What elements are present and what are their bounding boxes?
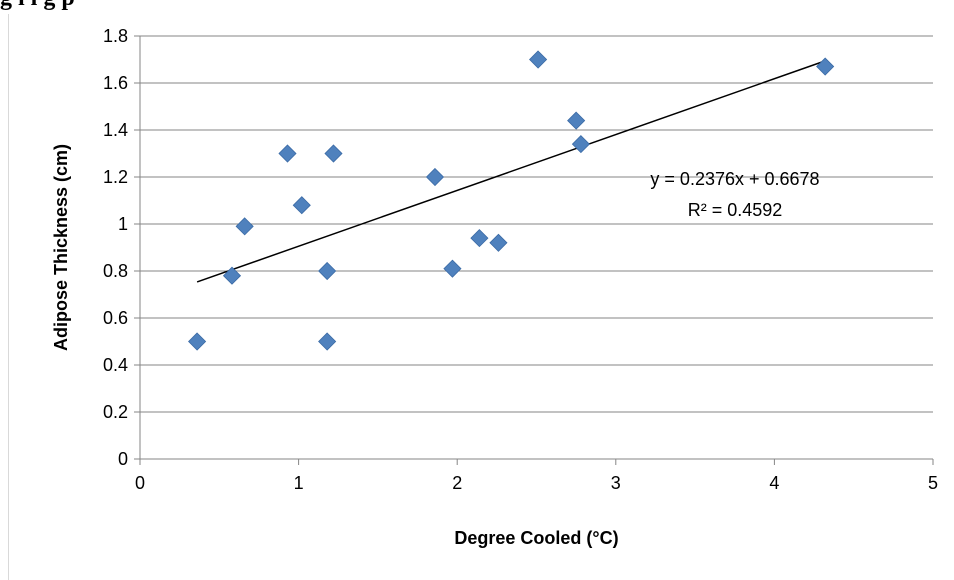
x-tick-label: 0 <box>135 473 145 493</box>
trendline <box>196 60 826 283</box>
data-point <box>318 332 337 351</box>
trendline-equation: y = 0.2376x + 0.6678 <box>650 169 819 189</box>
data-point <box>443 259 462 278</box>
figure-caption: g i i g p <box>0 0 954 10</box>
axes: 0 0.2 0.4 0.6 0.8 1 1.2 1.4 1.6 1.8 0 1 2 3 4 5 <box>103 26 938 493</box>
data-point <box>324 144 343 163</box>
y-axis-title: Adipose Thickness (cm) <box>51 144 71 351</box>
data-point <box>816 57 835 76</box>
data-point <box>292 196 311 215</box>
y-tick-label: 1.6 <box>103 73 128 93</box>
data-points <box>188 50 835 351</box>
y-tick-label: 0 <box>118 449 128 469</box>
y-tick-label: 0.8 <box>103 261 128 281</box>
data-point <box>222 266 242 285</box>
data-point <box>318 261 337 281</box>
trendline-layer <box>196 60 826 283</box>
data-point <box>571 135 590 154</box>
y-tick-label: 1.2 <box>103 167 128 187</box>
data-point <box>567 111 586 130</box>
data-point <box>235 217 254 236</box>
x-tick-label: 1 <box>294 473 304 493</box>
data-point <box>425 167 445 187</box>
x-tick-label: 4 <box>769 473 779 493</box>
data-point <box>278 144 297 163</box>
y-tick-label: 0.4 <box>103 355 128 375</box>
x-tick-label: 5 <box>928 473 938 493</box>
x-tick-label: 3 <box>611 473 621 493</box>
y-tick-label: 1 <box>118 214 128 234</box>
chart-border <box>8 14 954 580</box>
y-tick-label: 1.4 <box>103 120 128 140</box>
r-squared-label: R² = 0.4592 <box>688 200 783 220</box>
x-tick-label: 2 <box>452 473 462 493</box>
data-point <box>489 233 508 252</box>
y-tick-label: 0.2 <box>103 402 128 422</box>
data-point <box>470 229 489 248</box>
data-point <box>188 332 207 351</box>
y-tick-label: 0.6 <box>103 308 128 328</box>
data-point <box>529 50 548 69</box>
x-axis-title: Degree Cooled (°C) <box>454 528 618 548</box>
gridlines <box>140 35 933 413</box>
y-tick-label: 1.8 <box>103 26 128 46</box>
